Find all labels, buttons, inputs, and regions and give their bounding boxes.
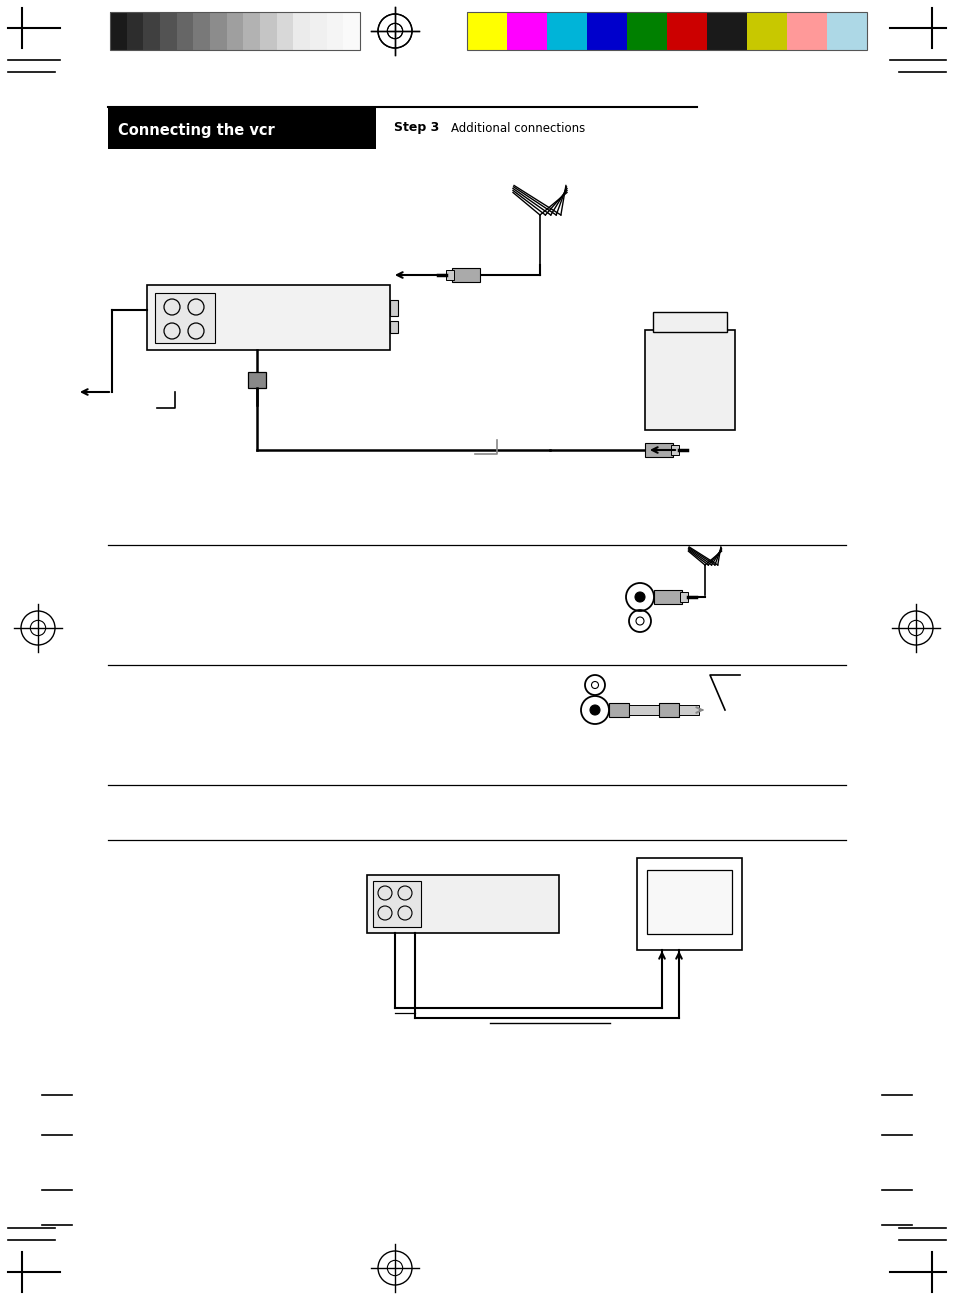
Bar (659, 703, 679, 718)
Bar (706, 12, 746, 49)
Bar (644, 330, 734, 430)
Bar (626, 12, 666, 49)
Text: Additional connections: Additional connections (451, 121, 584, 134)
Bar (367, 875, 558, 933)
Text: Connecting the vcr: Connecting the vcr (118, 122, 274, 138)
Bar (310, 12, 326, 49)
Bar (446, 270, 454, 280)
Bar (467, 12, 506, 49)
Bar (666, 12, 706, 49)
Bar (746, 12, 786, 49)
Bar (644, 443, 672, 458)
Bar (326, 12, 343, 49)
Bar (127, 12, 143, 49)
Bar (176, 12, 193, 49)
Bar (154, 292, 214, 343)
Bar (243, 12, 260, 49)
Bar (227, 12, 243, 49)
Bar (108, 107, 375, 150)
Bar (637, 858, 741, 950)
Bar (467, 12, 866, 49)
Bar (276, 12, 293, 49)
Circle shape (635, 592, 644, 602)
Bar (110, 12, 359, 49)
Bar (390, 300, 397, 316)
Bar (110, 12, 127, 49)
Bar (670, 445, 679, 455)
Bar (786, 12, 826, 49)
Bar (586, 12, 626, 49)
Bar (147, 285, 390, 350)
Circle shape (589, 705, 599, 715)
Bar (343, 12, 359, 49)
Bar (390, 321, 397, 333)
Bar (506, 12, 546, 49)
Bar (608, 703, 628, 718)
Bar (654, 590, 681, 605)
Bar (628, 705, 659, 715)
Bar (452, 268, 479, 282)
Bar (293, 12, 310, 49)
Bar (646, 870, 731, 933)
Bar (193, 12, 210, 49)
Bar (679, 592, 687, 602)
Bar (546, 12, 586, 49)
Bar (143, 12, 160, 49)
Bar (679, 705, 699, 715)
Bar (248, 372, 266, 387)
Bar (210, 12, 227, 49)
Bar (652, 312, 726, 332)
Text: Step 3: Step 3 (394, 121, 438, 134)
Bar (826, 12, 866, 49)
Bar (260, 12, 276, 49)
Bar (160, 12, 176, 49)
Bar (373, 881, 420, 927)
